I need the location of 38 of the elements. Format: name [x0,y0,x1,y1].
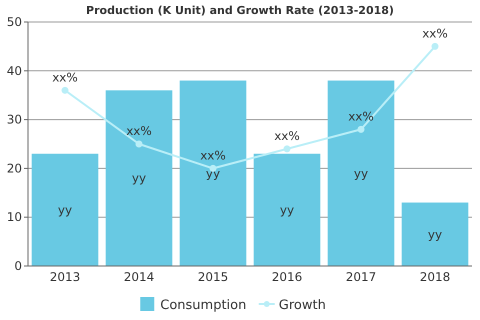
x-tick-label: 2015 [198,270,228,284]
y-tick-label: 30 [6,112,22,127]
x-tick-label: 2013 [50,270,80,284]
data-label: yy [58,202,72,217]
x-tick-label: 2016 [272,270,302,284]
point [136,140,142,148]
chart-title: Production (K Unit) and Growth Rate (2013-2018) [86,4,394,17]
x-tick-label: 2018 [420,270,450,284]
data-label: yy [428,227,442,242]
point [432,42,438,50]
y-tick-label: 20 [6,161,22,176]
data-label: yy [206,166,220,180]
data-label: xx% [348,109,374,124]
data-label: xx% [422,26,448,40]
x-tick-label: 2017 [346,270,376,284]
data-label: yy [132,171,146,186]
data-label: xx% [126,124,152,138]
bar [180,80,246,266]
bar [402,202,468,266]
data-label: yy [280,202,294,217]
bar [32,154,98,266]
bar [254,154,320,266]
bar [106,90,172,266]
data-label: xx% [52,70,78,84]
point [358,126,364,133]
data-label: yy [354,166,368,180]
point [62,86,68,94]
data-label: xx% [274,128,300,143]
x-tick-label: 2014 [124,270,154,284]
data-label: xx% [200,148,226,162]
legend-label: Growth [278,298,326,313]
y-tick-label: 10 [6,210,22,224]
y-tick-label: 40 [6,64,22,78]
point [284,145,290,152]
legend-label: Consumption [160,298,246,313]
bar [328,80,394,266]
y-tick-label: 0 [14,259,22,273]
y-tick-label: 50 [6,15,22,29]
